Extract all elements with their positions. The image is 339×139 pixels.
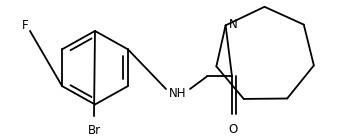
Text: N: N [228, 18, 237, 31]
Text: F: F [22, 19, 28, 32]
Text: NH: NH [169, 87, 187, 100]
Text: Br: Br [88, 124, 101, 137]
Text: O: O [228, 123, 238, 136]
